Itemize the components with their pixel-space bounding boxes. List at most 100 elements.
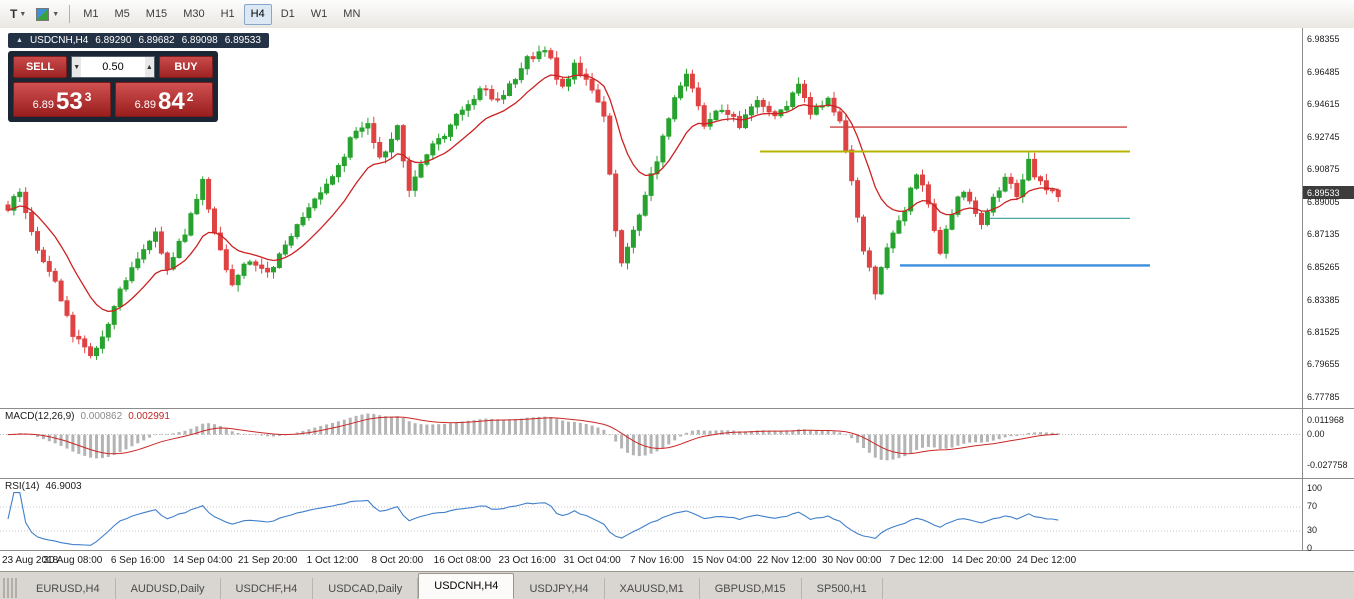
timeframe-mn[interactable]: MN	[343, 8, 361, 20]
buy-price-main: 84	[158, 88, 185, 115]
chevron-down-icon: ▼	[52, 10, 60, 18]
chart-tab-bar: EURUSD,H4 AUDUSD,Daily USDCHF,H4 USDCAD,Dai…	[0, 571, 1354, 599]
chart-tab-usdcnh-h4[interactable]: USDCNH,H4	[418, 573, 515, 599]
price-axis-label: 6.81525	[1307, 326, 1340, 337]
price-axis-label: 6.89005	[1307, 196, 1340, 207]
timeframe-w1[interactable]: W1	[310, 8, 328, 20]
price-axis-label: 6.79655	[1307, 359, 1340, 370]
time-axis-label: 14 Sep 04:00	[172, 555, 233, 566]
sell-price-button[interactable]: 6.89 53 3	[13, 82, 111, 117]
symbol-ohlc-header: ▲ USDCNH,H4 6.89290 6.89682 6.89098 6.89…	[8, 33, 269, 48]
rsi-indicator-panel[interactable]: RSI(14) 46.9003	[0, 478, 1354, 551]
time-axis-label: 14 Dec 20:00	[951, 555, 1012, 566]
rsi-name: RSI(14)	[5, 481, 40, 492]
sell-price-pip: 3	[84, 90, 92, 104]
one-click-trading-panel: SELL ▼ ▲ BUY 6.89 53 3 6.89 84 2	[8, 51, 218, 122]
time-axis-label: 6 Sep 16:00	[110, 555, 165, 566]
sell-price-prefix: 6.89	[32, 99, 55, 111]
price-axis-label: 6.94615	[1307, 99, 1340, 110]
macd-name: MACD(12,26,9)	[5, 411, 75, 422]
time-axis-label: 23 Oct 16:00	[498, 555, 556, 566]
price-axis-label: 6.85265	[1307, 261, 1340, 272]
rsi-axis-label: 0	[1307, 543, 1313, 553]
macd-chart[interactable]	[0, 409, 1302, 478]
timeframe-h1[interactable]: H1	[220, 8, 235, 20]
time-axis-label: 30 Nov 00:00	[821, 555, 882, 566]
chart-tab-usdjpy-h4[interactable]: USDJPY,H4	[514, 578, 605, 599]
time-axis-label: 16 Oct 08:00	[433, 555, 491, 566]
volume-increase-button[interactable]: ▲	[144, 57, 154, 77]
timeframe-h4[interactable]: H4	[243, 3, 272, 25]
time-axis-label: 15 Nov 04:00	[692, 555, 752, 566]
chart-tab-eurusd-h4[interactable]: EURUSD,H4	[21, 578, 116, 599]
buy-price-button[interactable]: 6.89 84 2	[115, 82, 213, 117]
volume-decrease-button[interactable]: ▼	[72, 57, 82, 77]
price-axis-label: 6.83385	[1307, 294, 1340, 305]
time-axis-label: 8 Oct 20:00	[371, 555, 424, 566]
timeframe-m1[interactable]: M1	[83, 8, 99, 20]
objects-icon	[36, 7, 50, 21]
chart-tab-gbpusd-m15[interactable]: GBPUSD,M15	[700, 578, 802, 599]
price-axis-label: 6.90875	[1307, 164, 1340, 175]
price-axis-label: 6.98355	[1307, 34, 1340, 45]
sell-button[interactable]: SELL	[13, 56, 67, 78]
time-axis-label: 22 Nov 12:00	[757, 555, 817, 566]
sell-price-main: 53	[56, 88, 83, 115]
ohlc-high: 6.89682	[138, 35, 175, 46]
time-axis-label: 24 Dec 12:00	[1016, 555, 1077, 566]
price-axis-label: 6.77785	[1307, 391, 1340, 402]
chart-tab-usdchf-h4[interactable]: USDCHF,H4	[221, 578, 314, 599]
macd-value-signal: 0.002991	[128, 411, 170, 422]
buy-price-pip: 2	[186, 90, 194, 104]
symbol-name: USDCNH,H4	[29, 35, 89, 46]
price-axis-label: 6.96485	[1307, 66, 1340, 77]
ohlc-open: 6.89290	[95, 35, 132, 46]
buy-button[interactable]: BUY	[159, 56, 213, 78]
time-axis-label: 30 Aug 08:00	[43, 555, 103, 566]
timeframe-d1[interactable]: D1	[280, 8, 295, 20]
chart-tab-audusd-daily[interactable]: AUDUSD,Daily	[116, 578, 221, 599]
chart-tab-usdcad-daily[interactable]: USDCAD,Daily	[313, 578, 419, 599]
tab-scrollbar-grip[interactable]	[3, 578, 19, 598]
rsi-label: RSI(14) 46.9003	[5, 481, 82, 492]
timeframe-m5[interactable]: M5	[114, 8, 130, 20]
macd-axis-label: 0.011968	[1307, 415, 1344, 425]
macd-axis-label: -0.027758	[1307, 460, 1348, 470]
time-axis-label: 23 Aug 2018	[2, 555, 59, 566]
time-axis-label: 1 Oct 12:00	[306, 555, 359, 566]
time-axis-label: 7 Nov 16:00	[630, 555, 684, 566]
objects-button[interactable]: ▼	[31, 3, 64, 25]
time-axis-label: 31 Oct 04:00	[563, 555, 621, 566]
top-toolbar: T ▼ ▼ M1 M5 M15 M30 H1 H4 D1 W1 MN	[0, 0, 1354, 29]
templates-icon: T	[10, 7, 18, 21]
ohlc-close: 6.89533	[224, 35, 261, 46]
chevron-down-icon: ▼	[19, 10, 27, 18]
current-price-badge: 6.89533	[1303, 186, 1354, 200]
ohlc-low: 6.89098	[181, 35, 218, 46]
rsi-chart[interactable]	[0, 479, 1302, 550]
volume-stepper: ▼ ▲	[71, 56, 155, 78]
time-axis-label: 21 Sep 20:00	[237, 555, 298, 566]
rsi-axis-label: 100	[1307, 483, 1323, 493]
macd-label: MACD(12,26,9) 0.000862 0.002991	[5, 411, 170, 422]
price-axis-label: 6.92745	[1307, 131, 1340, 142]
chart-tab-sp500-h1[interactable]: SP500,H1	[802, 578, 883, 599]
templates-button[interactable]: T ▼	[5, 3, 31, 25]
time-axis[interactable]: 23 Aug 2018 30 Aug 08:00 6 Sep 16:00 14 Sep…	[0, 550, 1354, 573]
chart-tab-xauusd-m1[interactable]: XAUUSD,M1	[605, 578, 700, 599]
timeframe-m30[interactable]: M30	[183, 8, 205, 20]
rsi-axis-label: 70	[1307, 501, 1318, 511]
macd-indicator-panel[interactable]: MACD(12,26,9) 0.000862 0.002991	[0, 408, 1354, 479]
symbol-marker-icon: ▲	[16, 37, 23, 44]
price-chart[interactable]	[0, 28, 1302, 408]
timeframe-m15[interactable]: M15	[145, 8, 168, 20]
rsi-axis-label: 30	[1307, 525, 1318, 535]
price-chart-panel[interactable]: ▲ USDCNH,H4 6.89290 6.89682 6.89098 6.89…	[0, 28, 1354, 408]
timeframe-bar: M1 M5 M15 M30 H1 H4 D1 W1 MN	[75, 3, 368, 25]
toolbar-separator	[69, 5, 71, 23]
price-axis-label: 6.87135	[1307, 229, 1340, 240]
buy-price-prefix: 6.89	[134, 99, 157, 111]
macd-value-main: 0.000862	[80, 411, 123, 422]
volume-input[interactable]	[81, 57, 145, 77]
